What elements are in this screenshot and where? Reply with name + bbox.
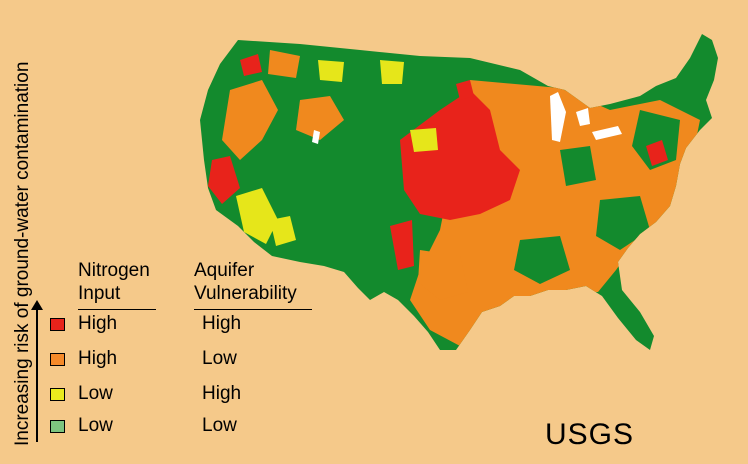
legend-swatch bbox=[50, 318, 65, 331]
aquifer-header-line2: Vulnerability bbox=[194, 283, 297, 304]
legend-aquifer: Low bbox=[202, 415, 237, 436]
aquifer-header-line1: Aquifer bbox=[194, 260, 255, 281]
nitrogen-header-line2: Input bbox=[78, 283, 121, 304]
usgs-logo-text: USGS bbox=[545, 418, 635, 451]
legend-row: High High bbox=[44, 313, 304, 337]
nitrogen-header-rule bbox=[78, 309, 156, 310]
legend-aquifer: High bbox=[202, 383, 242, 404]
nitrogen-input-header: Nitrogen Input bbox=[78, 259, 150, 305]
legend-swatch bbox=[50, 388, 65, 401]
risk-arrow bbox=[31, 300, 43, 442]
aquifer-header-rule bbox=[194, 309, 312, 310]
aquifer-vulnerability-header: Aquifer Vulnerability bbox=[194, 259, 297, 305]
legend-aquifer: Low bbox=[202, 348, 237, 369]
legend-nitrogen: Low bbox=[78, 383, 113, 404]
legend-row: Low Low bbox=[44, 415, 304, 439]
legend-swatch bbox=[50, 353, 65, 366]
legend-aquifer: High bbox=[202, 313, 242, 334]
legend-nitrogen: High bbox=[78, 313, 118, 334]
legend-swatch bbox=[50, 420, 65, 433]
risk-axis-label: Increasing risk of ground-water contamin… bbox=[12, 61, 33, 446]
nitrogen-header-line1: Nitrogen bbox=[78, 260, 150, 281]
legend-row: Low High bbox=[44, 383, 304, 407]
legend-nitrogen: Low bbox=[78, 415, 113, 436]
legend-nitrogen: High bbox=[78, 348, 118, 369]
legend-row: High Low bbox=[44, 348, 304, 372]
